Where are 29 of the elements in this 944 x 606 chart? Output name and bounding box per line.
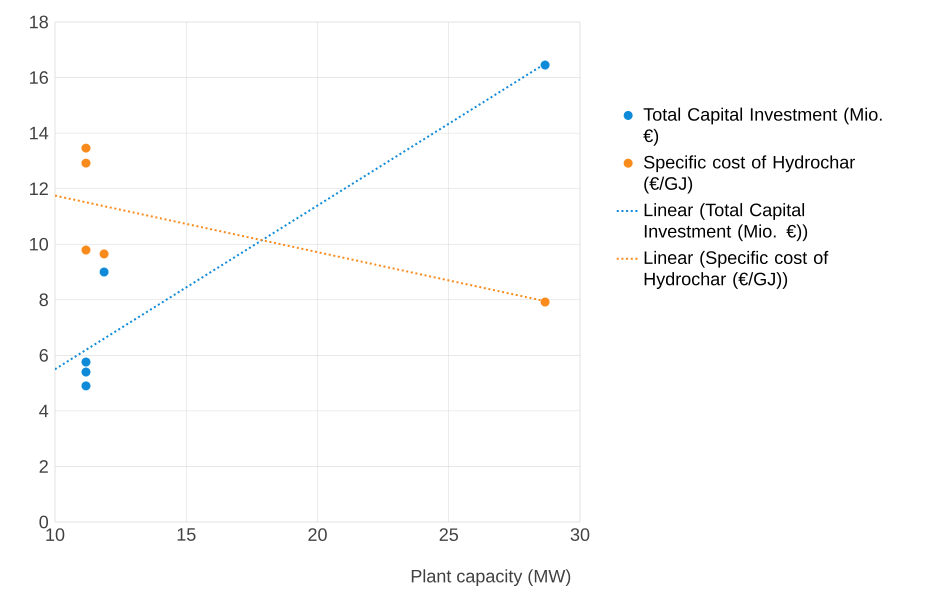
point <box>100 249 109 258</box>
point <box>540 297 550 307</box>
y-tick-label: 16 <box>30 71 48 84</box>
x-tick-label: 25 <box>440 528 458 541</box>
point <box>81 158 91 168</box>
point <box>81 381 91 390</box>
point <box>81 246 91 255</box>
y-tick-label: 12 <box>30 182 48 195</box>
y-tick-label: 0 <box>39 516 48 528</box>
x-tick-label: 30 <box>570 528 590 541</box>
legend-label: Linear (Specific cost of Hydrochar (€/GJ)) <box>644 250 828 289</box>
y-tick-label: 14 <box>30 126 48 140</box>
y-tick-label: 6 <box>40 348 48 362</box>
point <box>100 267 109 277</box>
y-tick-label: 2 <box>40 460 48 473</box>
y-tick-label: 10 <box>30 238 48 251</box>
point <box>81 144 91 153</box>
point <box>540 60 550 70</box>
point <box>81 367 91 377</box>
y-tick-label: 18 <box>30 16 48 28</box>
y-tick-label: 4 <box>39 404 48 418</box>
x-tick-label: 20 <box>308 528 327 541</box>
legend-label: Total Capital Investment (Mio. €) <box>643 108 882 146</box>
x-axis-title: Plant capacity (MW) <box>412 569 570 586</box>
x-tick-label: 15 <box>178 528 196 541</box>
legend-label: Linear (Total Capital Investment (Mio. €)) <box>644 203 808 242</box>
point <box>81 357 91 367</box>
y-tick-label: 8 <box>40 293 48 306</box>
legend-label: Specific cost of Hydrochar (€/GJ) <box>644 155 855 194</box>
